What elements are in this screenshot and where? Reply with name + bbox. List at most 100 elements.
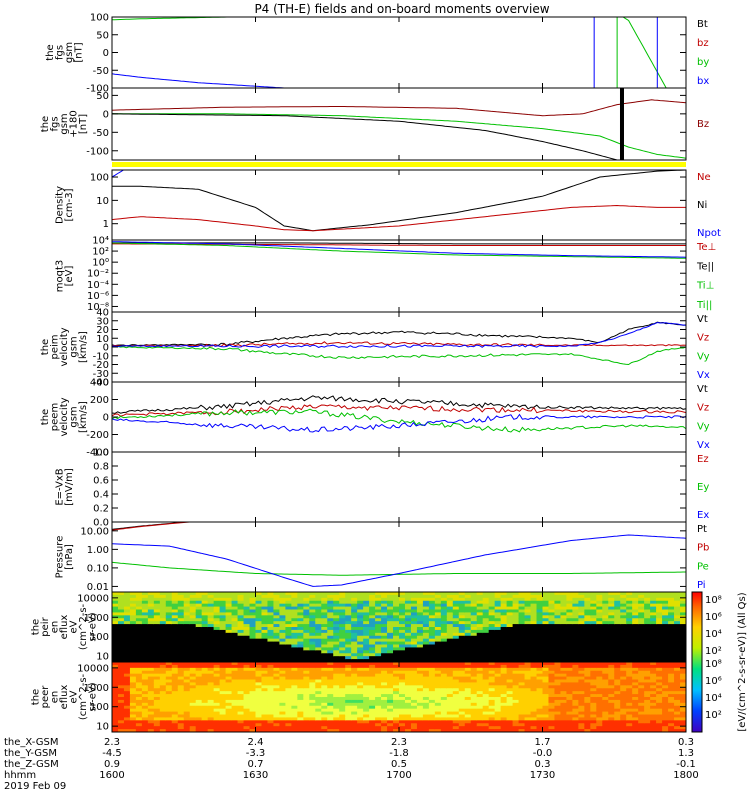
colorbar-label: [eV/(cm^2-s-sr-eV)] (All Qs) xyxy=(737,592,748,731)
colorbar-tick: 10⁶ xyxy=(705,612,722,623)
svg-text:the: the xyxy=(40,409,51,425)
svg-text:peem: peem xyxy=(50,403,61,431)
figure-title: P4 (TH-E) fields and on-board moments ov… xyxy=(254,2,549,16)
series-Pe xyxy=(112,561,686,576)
series-Vx xyxy=(112,321,686,348)
legend-entry: Vy xyxy=(697,351,710,362)
colorbar-tick: 10⁶ xyxy=(705,676,722,687)
ephemeris-value: 1600 xyxy=(99,770,124,781)
y-tick-label: 1.00 xyxy=(87,545,109,556)
svg-text:fgs: fgs xyxy=(50,116,61,131)
y-tick-label: 0.10 xyxy=(87,563,109,574)
ephemeris-value: -3.3 xyxy=(246,748,266,759)
y-tick-label: 10000 xyxy=(77,593,109,604)
svg-text:gsm: gsm xyxy=(69,336,80,357)
legend-entry: Ne xyxy=(697,172,711,183)
legend-entry: Bt xyxy=(697,19,708,30)
series-Ti⊥ xyxy=(112,241,686,258)
ephemeris-value: 1.3 xyxy=(678,748,694,759)
svg-text:the: the xyxy=(40,116,51,132)
y-tick-label: 100 xyxy=(90,173,109,184)
y-tick-label: 0 xyxy=(103,48,109,59)
y-tick-label: 10² xyxy=(92,247,109,258)
ephemeris-value: 0.3 xyxy=(535,759,551,770)
ephemeris-value: 1630 xyxy=(243,770,268,781)
legend-entry: Pb xyxy=(697,543,709,554)
y-tick-label: -50 xyxy=(93,128,109,139)
y-tick-label: -200 xyxy=(86,430,109,441)
ephemeris-value: -0.1 xyxy=(676,759,696,770)
svg-text:moqt3: moqt3 xyxy=(54,260,65,293)
y-tick-label: 10 xyxy=(96,652,109,663)
series-Npot xyxy=(112,170,124,178)
y-tick-label: 40 xyxy=(96,308,109,319)
colorbar-tick: 10⁴ xyxy=(705,693,722,704)
y-tick-label: 200 xyxy=(90,395,109,406)
spectrogram-image xyxy=(112,592,686,662)
svg-text:[km/s]: [km/s] xyxy=(78,331,89,363)
legend-entry: Pt xyxy=(697,524,707,535)
data-gap-bar xyxy=(619,88,624,160)
legend: Bz xyxy=(697,119,709,130)
colorbar-tick: 10⁸ xyxy=(705,659,722,670)
series-Vy xyxy=(112,408,686,433)
ephemeris-value: 1730 xyxy=(530,770,555,781)
svg-text:gsm: gsm xyxy=(59,113,70,134)
svg-text:+180: +180 xyxy=(69,110,80,137)
y-tick-label: 1000 xyxy=(84,613,109,624)
y-tick-label: 1.0 xyxy=(93,448,109,459)
ephemeris-value: 0.5 xyxy=(391,759,407,770)
y-tick-label: 0.8 xyxy=(93,462,109,473)
svg-text:[mV/m]: [mV/m] xyxy=(64,468,75,506)
ephemeris-value: -4.5 xyxy=(102,748,122,759)
svg-text:Density: Density xyxy=(54,186,65,224)
legend-entry: Npot xyxy=(697,228,721,239)
legend-entry: Te⊥ xyxy=(696,242,716,253)
y-tick-label: 0.2 xyxy=(93,504,109,515)
legend-entry: Vx xyxy=(697,370,710,381)
ephemeris-row-label: the_Y-GSM xyxy=(4,748,57,759)
y-tick-label: 0.6 xyxy=(93,476,109,487)
y-tick-label: 10000 xyxy=(77,663,109,674)
legend-entry: Bz xyxy=(697,119,709,130)
legend-entry: bz xyxy=(697,38,709,49)
series-Ti|| xyxy=(112,242,686,259)
series-trace-1 xyxy=(112,113,686,159)
svg-text:Pressure: Pressure xyxy=(54,536,65,579)
legend-entry: Ez xyxy=(697,454,709,465)
legend-entry: Vz xyxy=(697,403,709,414)
svg-text:gsm: gsm xyxy=(69,406,80,427)
y-tick-label: -50 xyxy=(93,66,109,77)
y-tick-label: -30 xyxy=(93,369,109,380)
y-tick-label: 0 xyxy=(103,413,109,424)
y-tick-label: 10⁻² xyxy=(87,269,109,280)
legend: Bt bz by bx xyxy=(697,19,709,87)
ephemeris-row-label: hhmm xyxy=(4,770,36,781)
y-tick-label: 10 xyxy=(96,196,109,207)
svg-text:the: the xyxy=(45,44,56,60)
svg-text:the: the xyxy=(40,339,51,355)
colorbar-tick: 10² xyxy=(705,710,722,721)
ephemeris-row-label: the_X-GSM xyxy=(4,737,58,748)
svg-text:E=-VxB: E=-VxB xyxy=(54,468,65,505)
y-tick-label: 50 xyxy=(96,91,109,102)
y-axis-label: Pressure[nPa] xyxy=(54,536,75,579)
y-tick-label: 0.0 xyxy=(93,518,109,529)
legend: Te⊥ Te|| Ti⊥ Ti|| xyxy=(696,242,716,311)
ephemeris-value: 2.3 xyxy=(104,737,120,748)
ephemeris-value: -0.0 xyxy=(533,748,553,759)
svg-text:(cm^2-s-: (cm^2-s- xyxy=(78,603,89,650)
ephemeris-value: 1800 xyxy=(673,770,698,781)
colorbar-tick: 10⁴ xyxy=(705,629,722,640)
ephemeris-value: -1.8 xyxy=(389,748,409,759)
series-Ni xyxy=(112,170,686,232)
series-trace-2 xyxy=(112,113,618,160)
svg-text:velocity: velocity xyxy=(59,327,70,366)
y-tick-label: -10 xyxy=(93,351,109,362)
